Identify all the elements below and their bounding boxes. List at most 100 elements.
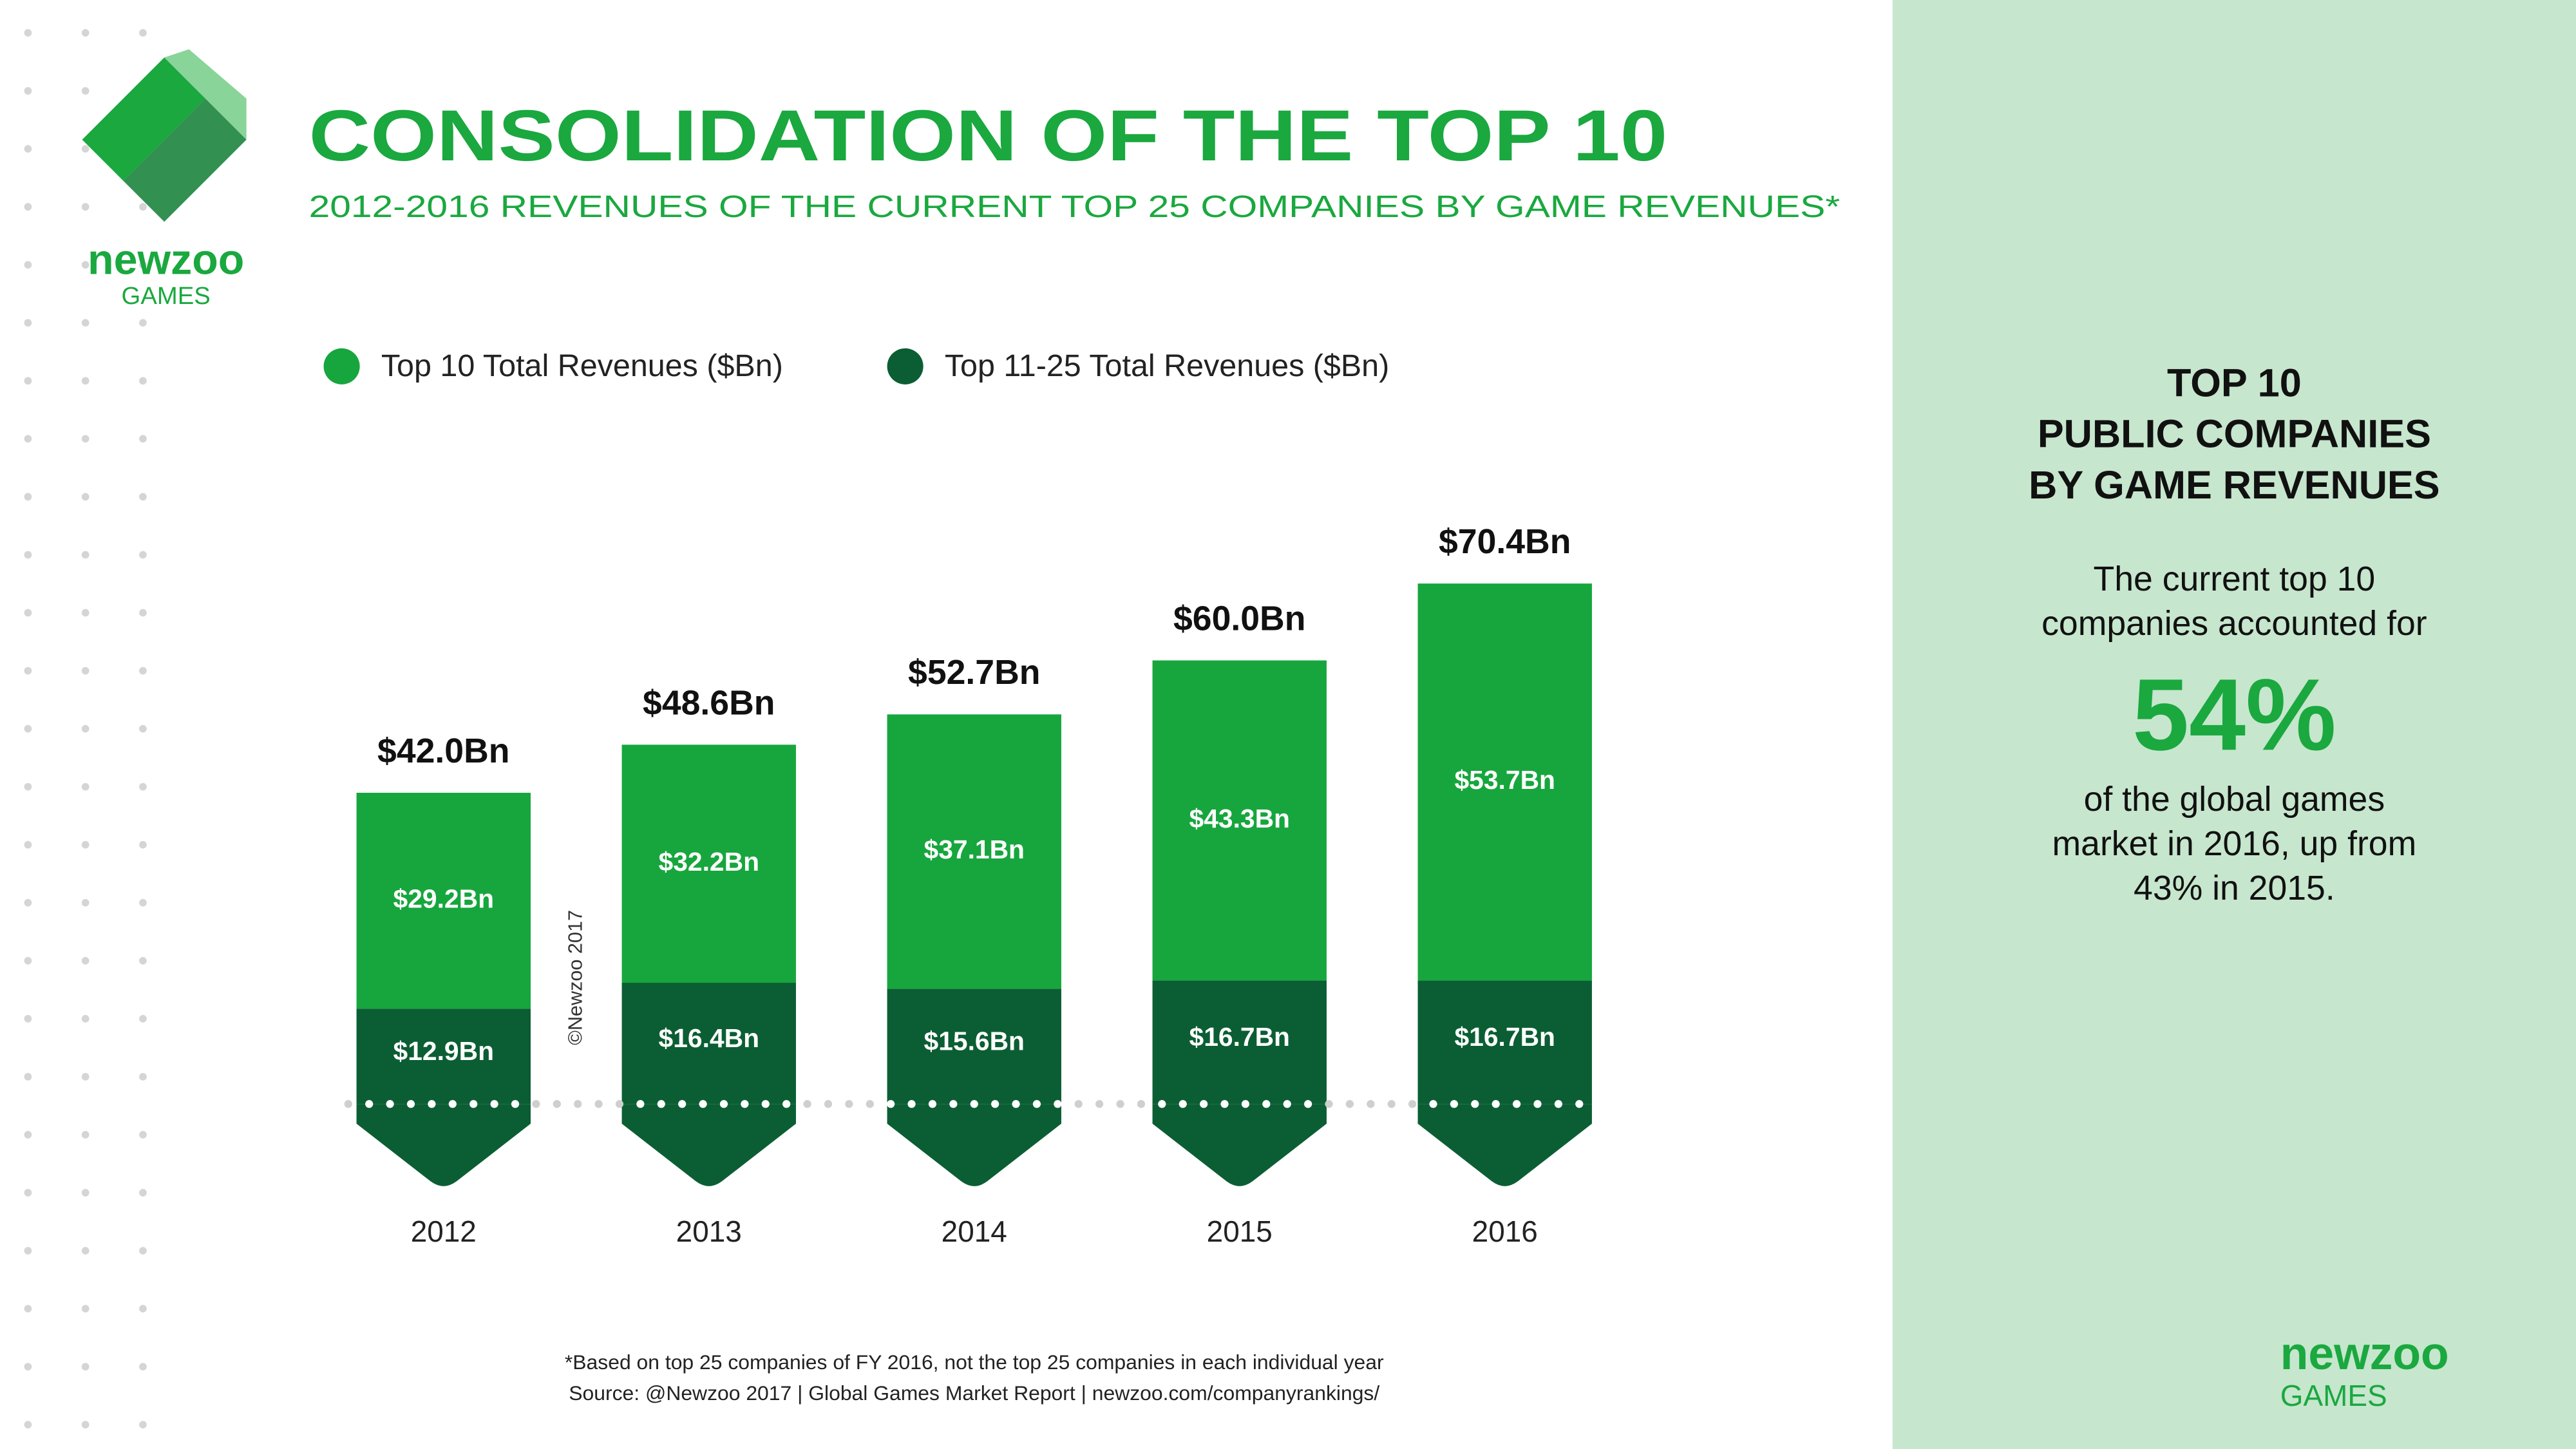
dot [81, 782, 90, 791]
dot [24, 1247, 32, 1255]
dot [81, 898, 90, 907]
dot [24, 145, 32, 153]
dot [24, 87, 32, 95]
dot [24, 493, 32, 501]
baseline-dot [1408, 1100, 1417, 1108]
baseline-dot [1241, 1100, 1250, 1108]
dot [24, 319, 32, 327]
dot [81, 319, 90, 327]
dot [139, 493, 147, 501]
baseline-dot [991, 1100, 999, 1108]
logo-sub: GAMES [122, 282, 211, 310]
dot [81, 87, 90, 95]
dot [139, 551, 147, 559]
dot [24, 667, 32, 675]
baseline-dot [845, 1100, 853, 1108]
dot [81, 1247, 90, 1255]
bar-arrow [1417, 1104, 1592, 1186]
dot [139, 956, 147, 965]
data-label: $16.7Bn [1189, 1022, 1290, 1052]
data-label: $12.9Bn [393, 1036, 494, 1066]
baseline-dot [1367, 1100, 1375, 1108]
copyright: ©Newzoo 2017 [565, 910, 587, 1045]
panel-text: 43% in 2015. [2134, 869, 2335, 907]
baseline-dot [1512, 1100, 1521, 1108]
data-label: $37.1Bn [924, 835, 1025, 864]
dot [24, 261, 32, 269]
legend-label: Top 11-25 Total Revenues ($Bn) [945, 348, 1389, 383]
bar-segment [1152, 980, 1327, 1104]
baseline-dot [1074, 1100, 1083, 1108]
baseline-dot [657, 1100, 665, 1108]
baseline-dot [1554, 1100, 1563, 1108]
baseline-dot [1220, 1100, 1229, 1108]
dot [24, 1189, 32, 1197]
baseline-dot [594, 1100, 603, 1108]
baseline-dot [1492, 1100, 1500, 1108]
source: Source: @Newzoo 2017 | Global Games Mark… [569, 1381, 1379, 1405]
dot [81, 493, 90, 501]
dot [24, 1073, 32, 1081]
data-label: $16.7Bn [1454, 1022, 1555, 1052]
dot [139, 1131, 147, 1139]
baseline-dot [1137, 1100, 1146, 1108]
dot [81, 1015, 90, 1023]
bar-arrow [621, 1104, 796, 1186]
baseline-dot [386, 1100, 394, 1108]
x-tick-label: 2015 [1207, 1215, 1273, 1248]
dot [81, 1131, 90, 1139]
baseline-dot [490, 1100, 498, 1108]
dot [81, 29, 90, 37]
bar-segment [887, 714, 1061, 989]
dot [81, 377, 90, 385]
baseline-dot [928, 1100, 937, 1108]
dot [139, 1073, 147, 1081]
dot [81, 840, 90, 849]
dot [139, 1363, 147, 1371]
baseline-dot [678, 1100, 687, 1108]
baseline-dot [803, 1100, 811, 1108]
x-tick-label: 2014 [942, 1215, 1007, 1248]
data-label: $53.7Bn [1454, 765, 1555, 795]
bar-segment [356, 1009, 531, 1104]
baseline-dot [1304, 1100, 1312, 1108]
data-label: $32.2Bn [659, 847, 759, 876]
baseline-dot [1283, 1100, 1291, 1108]
baseline-dot [866, 1100, 874, 1108]
baseline-dot [406, 1100, 415, 1108]
baseline-dot [741, 1100, 749, 1108]
panel-text: companies accounted for [2041, 605, 2427, 643]
bar-segment [356, 792, 531, 1009]
dot [139, 724, 147, 733]
dot [24, 1131, 32, 1139]
baseline-dot [1032, 1100, 1041, 1108]
baseline-dot [1471, 1100, 1479, 1108]
baseline-dot [1116, 1100, 1124, 1108]
dot [139, 667, 147, 675]
total-label: $70.4Bn [1439, 523, 1571, 561]
baseline-dot [949, 1100, 958, 1108]
dot [139, 1247, 147, 1255]
baseline-dot [1262, 1100, 1271, 1108]
dot [24, 724, 32, 733]
dot [139, 261, 147, 269]
dot [139, 1305, 147, 1313]
dot [24, 782, 32, 791]
baseline-dot [1575, 1100, 1584, 1108]
dot [81, 1189, 90, 1197]
dot [81, 956, 90, 965]
baseline-dot [1325, 1100, 1333, 1108]
baseline-dot [344, 1100, 352, 1108]
dot [24, 29, 32, 37]
panel-text: The current top 10 [2094, 560, 2376, 598]
baseline-dot [824, 1100, 833, 1108]
baseline-dot [615, 1100, 624, 1108]
logo-mark [82, 49, 247, 222]
baseline-dot [782, 1100, 791, 1108]
footnote: *Based on top 25 companies of FY 2016, n… [565, 1350, 1384, 1374]
panel-highlight: 54% [2132, 658, 2336, 772]
dot [139, 203, 147, 211]
dot [24, 898, 32, 907]
baseline-dot [907, 1100, 916, 1108]
total-label: $52.7Bn [908, 654, 1040, 692]
